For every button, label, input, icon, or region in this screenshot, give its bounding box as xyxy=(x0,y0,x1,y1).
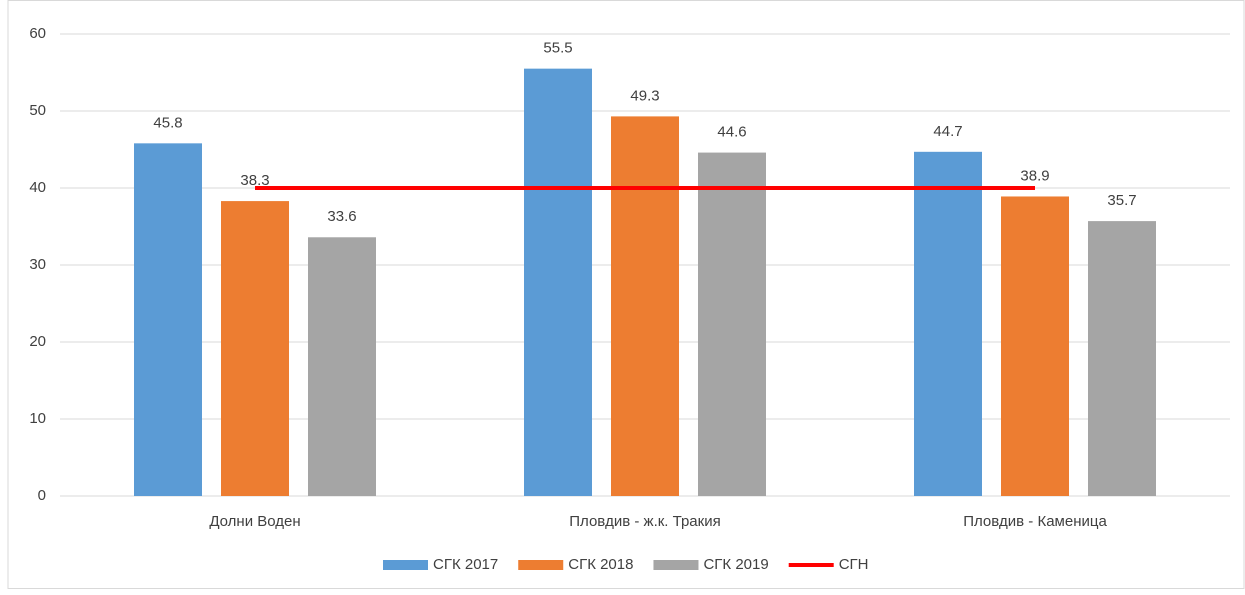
legend-label: СГН xyxy=(839,556,869,573)
legend-swatch xyxy=(653,560,699,570)
bar xyxy=(1001,196,1069,496)
data-label: 55.5 xyxy=(543,40,572,57)
y-tick-label: 40 xyxy=(29,179,46,196)
y-tick-label: 30 xyxy=(29,256,46,273)
data-label: 38.9 xyxy=(1020,167,1049,184)
data-label: 33.6 xyxy=(327,208,356,225)
bar xyxy=(698,152,766,496)
legend-label: СГК 2018 xyxy=(568,556,633,573)
x-tick-label: Пловдив - ж.к. Тракия xyxy=(569,513,720,530)
x-tick-label: Пловдив - Каменица xyxy=(963,513,1107,530)
legend-label: СГК 2017 xyxy=(433,556,498,573)
data-label: 38.3 xyxy=(240,172,269,189)
bar xyxy=(611,116,679,496)
x-tick-label: Долни Воден xyxy=(209,513,300,530)
data-label: 49.3 xyxy=(630,87,659,104)
data-label: 35.7 xyxy=(1107,192,1136,209)
legend-swatch xyxy=(518,560,564,570)
y-tick-label: 0 xyxy=(38,487,46,504)
bar xyxy=(1088,221,1156,497)
legend-label: СГК 2019 xyxy=(703,556,768,573)
y-tick-label: 60 xyxy=(29,25,46,42)
bar xyxy=(308,237,376,496)
bar xyxy=(221,201,289,496)
bar xyxy=(524,68,592,497)
data-label: 45.8 xyxy=(153,114,182,131)
y-tick-label: 10 xyxy=(29,410,46,427)
bar xyxy=(134,143,202,496)
bar xyxy=(914,151,982,496)
y-tick-label: 20 xyxy=(29,333,46,350)
data-label: 44.7 xyxy=(933,123,962,140)
data-label: 44.6 xyxy=(717,124,746,141)
y-tick-label: 50 xyxy=(29,102,46,119)
legend-swatch xyxy=(383,560,428,570)
